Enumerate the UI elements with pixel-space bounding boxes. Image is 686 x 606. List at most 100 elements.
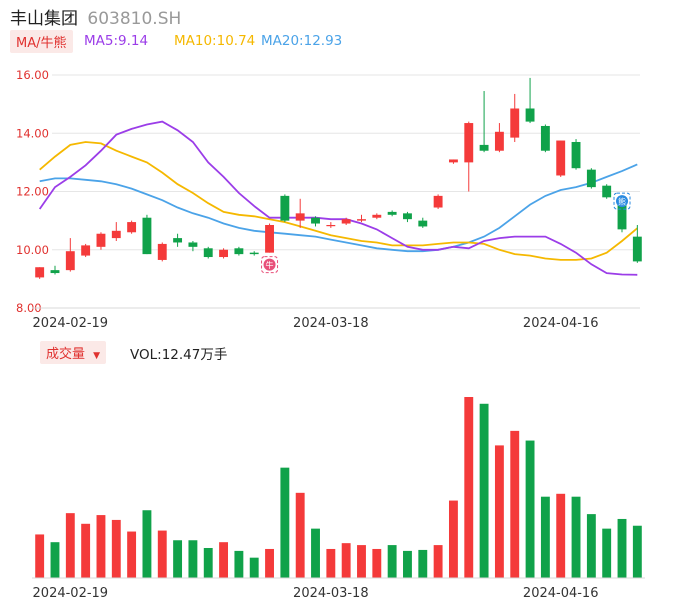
volume-bar (387, 545, 397, 578)
volume-bar (464, 397, 474, 578)
volume-date-tick-label: 2024-04-16 (523, 586, 599, 601)
candle-body (142, 217, 152, 255)
volume-bar (127, 531, 137, 578)
signal-marker-dot (616, 195, 629, 208)
price-tick-label: 12.00 (16, 185, 49, 199)
candle-body (357, 219, 366, 221)
signal-marker-label: 熊 (618, 197, 626, 207)
volume-bar (403, 550, 412, 578)
stock-code: 603810.SH (87, 9, 182, 29)
candle-body (50, 270, 60, 274)
price-tick-label: 8.00 (16, 301, 42, 315)
volume-bar (341, 543, 351, 578)
dropdown-caret-icon: ▼ (93, 351, 101, 361)
volume-readout: VOL:12.47万手 (130, 347, 228, 363)
volume-bar (65, 513, 75, 578)
candle-body (556, 140, 566, 176)
volume-bar (357, 545, 366, 578)
volume-bar (372, 548, 382, 578)
candle-body (234, 248, 244, 255)
candle-body (341, 219, 351, 224)
candle-body (188, 242, 198, 247)
candle-body (586, 169, 596, 188)
volume-bar (35, 534, 45, 578)
volume-bar (556, 493, 566, 578)
candle-body (65, 251, 75, 271)
candle-body (448, 159, 458, 163)
volume-date-tick-label: 2024-03-18 (293, 586, 369, 601)
volume-bar (602, 528, 612, 578)
candle-body (540, 125, 550, 151)
volume-bar (234, 550, 244, 578)
date-tick-label: 2024-02-19 (33, 316, 109, 331)
volume-bar (280, 467, 290, 578)
candle-body (571, 141, 581, 169)
candle-body (464, 123, 474, 163)
signal-marker-dot (263, 258, 276, 271)
candle-body (403, 213, 412, 220)
volume-bar (433, 545, 443, 578)
candle-body (219, 249, 229, 258)
candle-body (525, 108, 535, 122)
volume-bar (249, 557, 259, 578)
candle-body (387, 211, 397, 215)
volume-bar (448, 500, 458, 578)
volume-bar (203, 547, 213, 578)
volume-bar (479, 403, 489, 578)
volume-bar (617, 518, 627, 578)
volume-indicator-selector[interactable]: 成交量 ▼ (40, 341, 107, 364)
ma10-readout: MA10:10.74 (174, 33, 256, 49)
candle-body (203, 248, 213, 258)
volume-bar (265, 548, 274, 578)
volume-bar (632, 525, 642, 578)
volume-bar (525, 440, 535, 578)
candle-body (602, 185, 612, 198)
price-tick-label: 10.00 (16, 243, 49, 257)
stock-name: 丰山集团 (10, 9, 78, 29)
candle-body (418, 220, 428, 227)
candle-body (494, 131, 504, 151)
candle-body (127, 222, 137, 233)
volume-bar (494, 445, 504, 578)
price-tick-label: 14.00 (16, 126, 49, 140)
date-tick-label: 2024-03-18 (293, 316, 369, 331)
volume-bar (173, 540, 183, 578)
ma-indicator-selector[interactable]: MA/牛熊 (10, 30, 73, 53)
volume-bar (188, 540, 198, 578)
candle-body (326, 224, 336, 227)
candle-body (617, 204, 627, 230)
price-tick-label: 16.00 (16, 68, 49, 82)
candle-body (433, 195, 443, 208)
volume-bar (157, 530, 167, 578)
volume-bar (418, 549, 428, 578)
candle-body (96, 233, 106, 247)
candle-body (249, 252, 259, 255)
volume-bar (142, 510, 152, 578)
volume-bar (326, 548, 336, 578)
candle-body (479, 144, 489, 151)
volume-bar (50, 542, 60, 578)
ma5-readout: MA5:9.14 (84, 33, 149, 49)
volume-bar (219, 542, 229, 578)
volume-bar (81, 523, 91, 578)
candle-body (81, 245, 91, 256)
candle-body (173, 238, 183, 243)
volume-bar (311, 528, 320, 578)
signal-marker-frame (613, 192, 631, 210)
ma20-line (39, 163, 638, 253)
ma10-line (39, 141, 638, 261)
candle-body (632, 236, 642, 262)
volume-bar (510, 430, 520, 578)
volume-bar (111, 519, 121, 578)
candle-body (372, 214, 382, 218)
signal-marker-label: 牛 (266, 260, 274, 270)
candle-body (265, 224, 274, 253)
candle-body (295, 213, 305, 221)
candle-body (35, 267, 45, 278)
candle-body (157, 243, 167, 260)
ma5-line (38, 120, 638, 276)
ma-selector-label: MA/牛熊 (16, 36, 67, 51)
volume-bar (96, 515, 106, 578)
candle-body (111, 230, 121, 239)
